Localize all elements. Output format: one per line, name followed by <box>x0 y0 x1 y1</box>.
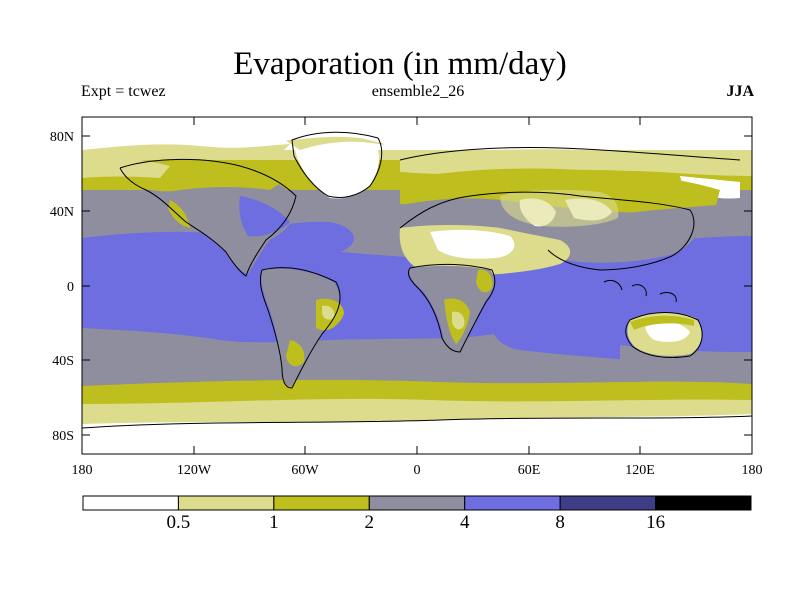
colorbar-swatch-4 <box>464 495 561 511</box>
lat-label-40s: 40S <box>52 354 74 369</box>
colorbar-swatch-6 <box>655 495 752 511</box>
colorbar-label-5: 16 <box>646 512 665 533</box>
colorbar-swatch-0 <box>82 495 179 511</box>
colorbar-label-1: 1 <box>269 512 279 533</box>
colorbar-label-3: 4 <box>460 512 470 533</box>
colorbar-label-0: 0.5 <box>167 512 191 533</box>
lon-label-180-east: 180 <box>742 463 763 478</box>
axis-ticks <box>81 117 753 454</box>
lon-label-60e: 60E <box>518 463 541 478</box>
experiment-label: Expt = tcwez <box>81 83 166 100</box>
colorbar-swatch-1 <box>177 495 275 511</box>
lat-label-80s: 80S <box>52 429 74 444</box>
lon-label-120e: 120E <box>625 463 655 478</box>
lon-label-60w: 60W <box>291 463 319 478</box>
evaporation-field <box>82 117 752 454</box>
lon-label-180-west: 180 <box>72 463 93 478</box>
colorbar-swatch-2 <box>273 495 370 511</box>
run-label: ensemble2_26 <box>371 83 465 100</box>
colorbar-swatch-5 <box>559 495 657 511</box>
season-label: JJA <box>726 83 754 100</box>
colorbar-swatch-3 <box>368 495 466 511</box>
coastlines <box>82 131 752 429</box>
colorbar: 0.5 1 2 4 8 16 <box>82 495 752 533</box>
colorbar-label-4: 8 <box>555 512 565 533</box>
lat-label-0: 0 <box>67 280 74 295</box>
colorbar-label-2: 2 <box>365 512 375 533</box>
lat-label-40n: 40N <box>50 205 74 220</box>
plot-title: Evaporation (in mm/day) <box>233 46 567 82</box>
lat-label-80n: 80N <box>50 130 74 145</box>
lon-label-0: 0 <box>414 463 421 478</box>
lon-label-120w: 120W <box>177 463 212 478</box>
